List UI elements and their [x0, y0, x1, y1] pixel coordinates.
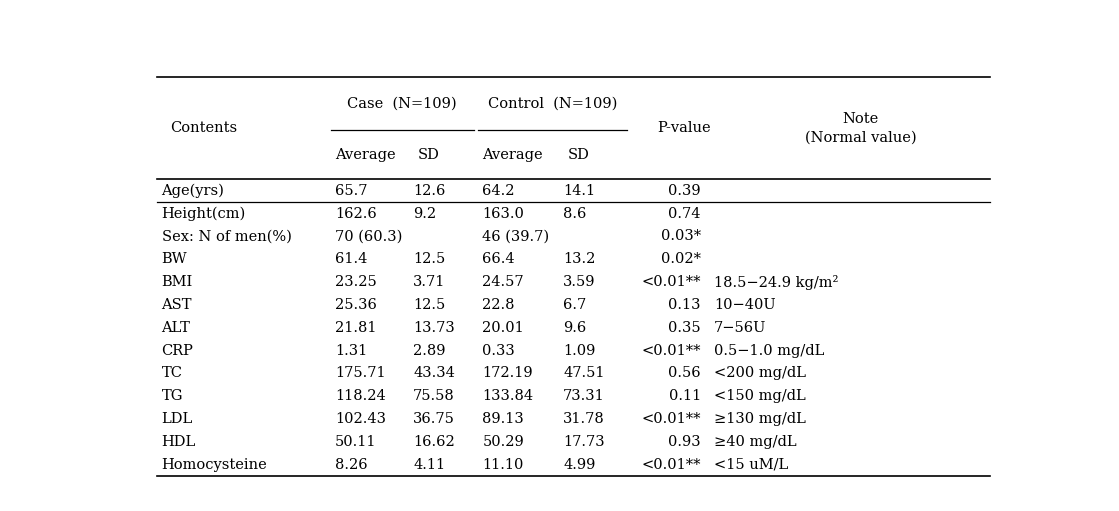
Text: 31.78: 31.78 — [563, 412, 605, 426]
Text: Control  (N=109): Control (N=109) — [488, 97, 618, 110]
Text: ≥40 mg/dL: ≥40 mg/dL — [714, 435, 797, 449]
Text: 47.51: 47.51 — [563, 366, 604, 380]
Text: 75.58: 75.58 — [413, 389, 454, 403]
Text: 43.34: 43.34 — [413, 366, 455, 380]
Text: 23.25: 23.25 — [335, 275, 377, 289]
Text: 70 (60.3): 70 (60.3) — [335, 229, 403, 243]
Text: ≥130 mg/dL: ≥130 mg/dL — [714, 412, 806, 426]
Text: 22.8: 22.8 — [482, 298, 515, 312]
Text: 36.75: 36.75 — [413, 412, 455, 426]
Text: 11.10: 11.10 — [482, 458, 524, 472]
Text: 0.35: 0.35 — [668, 321, 700, 335]
Text: 24.57: 24.57 — [482, 275, 524, 289]
Text: 133.84: 133.84 — [482, 389, 534, 403]
Text: 0.56: 0.56 — [668, 366, 700, 380]
Text: 14.1: 14.1 — [563, 184, 595, 198]
Text: 0.33: 0.33 — [482, 343, 515, 358]
Text: 162.6: 162.6 — [335, 206, 377, 221]
Text: <0.01**: <0.01** — [641, 458, 700, 472]
Text: 0.13: 0.13 — [668, 298, 700, 312]
Text: HDL: HDL — [161, 435, 196, 449]
Text: 12.6: 12.6 — [413, 184, 445, 198]
Text: 1.09: 1.09 — [563, 343, 595, 358]
Text: 13.73: 13.73 — [413, 321, 454, 335]
Text: 0.03*: 0.03* — [661, 229, 700, 243]
Text: 64.2: 64.2 — [482, 184, 515, 198]
Text: 73.31: 73.31 — [563, 389, 605, 403]
Text: TG: TG — [161, 389, 184, 403]
Text: 7−56U: 7−56U — [714, 321, 767, 335]
Text: <0.01**: <0.01** — [641, 275, 700, 289]
Text: 9.2: 9.2 — [413, 206, 436, 221]
Text: LDL: LDL — [161, 412, 192, 426]
Text: 2.89: 2.89 — [413, 343, 445, 358]
Text: 0.11: 0.11 — [669, 389, 700, 403]
Text: 25.36: 25.36 — [335, 298, 377, 312]
Text: 8.26: 8.26 — [335, 458, 368, 472]
Text: BMI: BMI — [161, 275, 192, 289]
Text: <0.01**: <0.01** — [641, 412, 700, 426]
Text: Height(cm): Height(cm) — [161, 206, 246, 221]
Text: 9.6: 9.6 — [563, 321, 586, 335]
Text: Case  (N=109): Case (N=109) — [347, 97, 457, 110]
Text: 3.71: 3.71 — [413, 275, 445, 289]
Text: 50.29: 50.29 — [482, 435, 524, 449]
Text: 17.73: 17.73 — [563, 435, 604, 449]
Text: Sex: N of men(%): Sex: N of men(%) — [161, 229, 291, 243]
Text: 18.5−24.9 kg/m²: 18.5−24.9 kg/m² — [714, 274, 838, 290]
Text: 3.59: 3.59 — [563, 275, 595, 289]
Text: TC: TC — [161, 366, 182, 380]
Text: 163.0: 163.0 — [482, 206, 525, 221]
Text: 61.4: 61.4 — [335, 252, 367, 266]
Text: 6.7: 6.7 — [563, 298, 586, 312]
Text: Average: Average — [482, 148, 543, 162]
Text: 66.4: 66.4 — [482, 252, 515, 266]
Text: 50.11: 50.11 — [335, 435, 376, 449]
Text: 89.13: 89.13 — [482, 412, 524, 426]
Text: 21.81: 21.81 — [335, 321, 376, 335]
Text: 0.5−1.0 mg/dL: 0.5−1.0 mg/dL — [714, 343, 825, 358]
Text: Homocysteine: Homocysteine — [161, 458, 267, 472]
Text: <0.01**: <0.01** — [641, 343, 700, 358]
Text: Contents: Contents — [170, 121, 237, 135]
Text: <150 mg/dL: <150 mg/dL — [714, 389, 806, 403]
Text: 118.24: 118.24 — [335, 389, 386, 403]
Text: 46 (39.7): 46 (39.7) — [482, 229, 549, 243]
Text: <200 mg/dL: <200 mg/dL — [714, 366, 806, 380]
Text: 1.31: 1.31 — [335, 343, 367, 358]
Text: 10−40U: 10−40U — [714, 298, 775, 312]
Text: 175.71: 175.71 — [335, 366, 386, 380]
Text: 16.62: 16.62 — [413, 435, 454, 449]
Text: P-value: P-value — [657, 121, 711, 135]
Text: 0.02*: 0.02* — [661, 252, 700, 266]
Text: Note: Note — [843, 112, 878, 126]
Text: 8.6: 8.6 — [563, 206, 586, 221]
Text: CRP: CRP — [161, 343, 194, 358]
Text: 65.7: 65.7 — [335, 184, 367, 198]
Text: 4.99: 4.99 — [563, 458, 595, 472]
Text: AST: AST — [161, 298, 192, 312]
Text: 20.01: 20.01 — [482, 321, 524, 335]
Text: 12.5: 12.5 — [413, 252, 445, 266]
Text: Age(yrs): Age(yrs) — [161, 183, 225, 198]
Text: 4.11: 4.11 — [413, 458, 445, 472]
Text: Average: Average — [335, 148, 396, 162]
Text: 102.43: 102.43 — [335, 412, 386, 426]
Text: 0.39: 0.39 — [668, 184, 700, 198]
Text: SD: SD — [567, 148, 590, 162]
Text: 172.19: 172.19 — [482, 366, 533, 380]
Text: 0.74: 0.74 — [668, 206, 700, 221]
Text: SD: SD — [417, 148, 440, 162]
Text: 13.2: 13.2 — [563, 252, 595, 266]
Text: <15 uM/L: <15 uM/L — [714, 458, 788, 472]
Text: BW: BW — [161, 252, 187, 266]
Text: 0.93: 0.93 — [668, 435, 700, 449]
Text: 12.5: 12.5 — [413, 298, 445, 312]
Text: ALT: ALT — [161, 321, 190, 335]
Text: (Normal value): (Normal value) — [805, 130, 916, 144]
